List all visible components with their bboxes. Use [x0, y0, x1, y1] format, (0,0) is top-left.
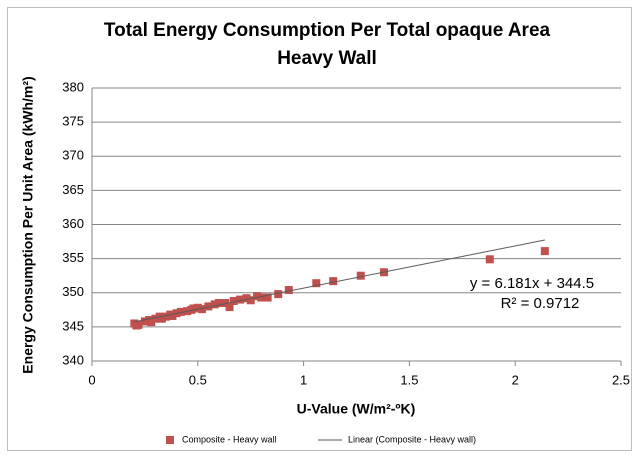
x-axis-label: U-Value (W/m²-ºK) — [297, 401, 416, 417]
x-tick-label: 2 — [512, 372, 519, 387]
x-tick-label: 2.5 — [612, 372, 630, 387]
chart-title: Total Energy Consumption Per Total opaqu… — [104, 20, 551, 41]
legend-label: Linear (Composite - Heavy wall) — [348, 434, 476, 444]
y-tick-label: 360 — [62, 216, 84, 231]
point — [214, 298, 223, 307]
x-tick-label: 1 — [300, 372, 307, 387]
point — [485, 255, 494, 264]
point — [274, 290, 283, 299]
point — [198, 305, 207, 314]
y-tick-label: 370 — [62, 148, 84, 163]
y-tick-label: 350 — [62, 284, 84, 299]
point — [257, 293, 266, 302]
point — [151, 314, 160, 323]
y-tick-label: 345 — [62, 318, 84, 333]
point — [229, 296, 238, 305]
legend-label: Composite - Heavy wall — [182, 434, 277, 444]
x-tick-label: 0.5 — [189, 372, 207, 387]
point — [540, 247, 549, 256]
y-tick-label: 355 — [62, 250, 84, 265]
point — [140, 317, 149, 326]
y-tick-label: 365 — [62, 182, 84, 197]
point — [189, 304, 198, 313]
point — [329, 277, 338, 286]
point — [176, 307, 185, 316]
point — [236, 295, 245, 304]
point — [263, 293, 272, 302]
y-tick-label: 375 — [62, 114, 84, 129]
y-tick-label: 340 — [62, 352, 84, 367]
point — [221, 298, 230, 307]
point — [284, 286, 293, 295]
point — [210, 300, 219, 309]
point — [225, 303, 234, 312]
point — [356, 271, 365, 280]
point — [193, 303, 202, 312]
point — [157, 314, 166, 323]
point — [242, 294, 251, 303]
trendline-equation: y = 6.181x + 344.5 — [470, 275, 594, 292]
point — [253, 292, 262, 301]
chart-border — [7, 7, 632, 451]
legend-marker — [166, 436, 174, 444]
y-tick-label: 380 — [62, 79, 84, 94]
point — [134, 320, 143, 329]
x-tick-label: 0 — [88, 372, 95, 387]
point — [312, 279, 321, 288]
point — [147, 318, 156, 327]
chart-title: Heavy Wall — [277, 48, 377, 69]
y-axis-label: Energy Consumption Per Unit Area (kWh/m²… — [20, 76, 36, 373]
point — [204, 302, 213, 311]
point — [246, 296, 255, 305]
trendline-r2: R² = 0.9712 — [501, 295, 580, 312]
point — [162, 312, 171, 321]
point — [168, 311, 177, 320]
trendline — [134, 239, 545, 323]
x-tick-label: 1.5 — [400, 372, 418, 387]
